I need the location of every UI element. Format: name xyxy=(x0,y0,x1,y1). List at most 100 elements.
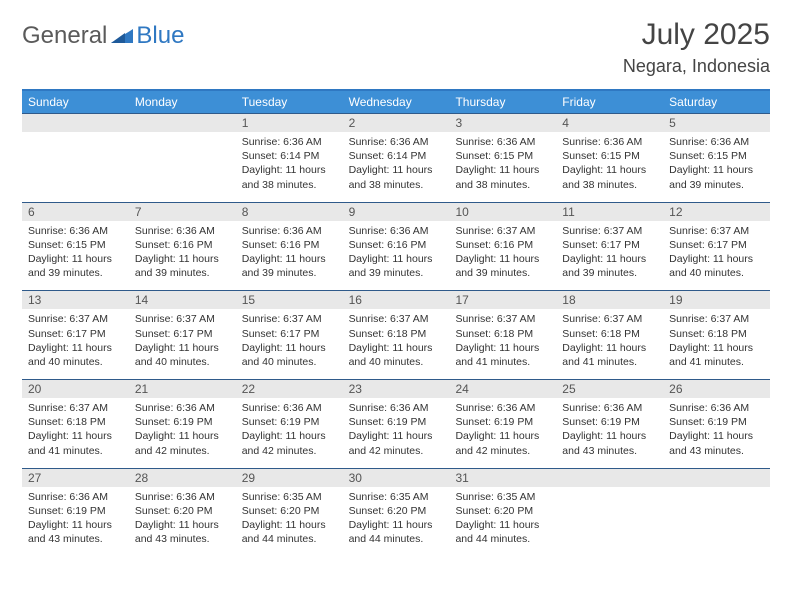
title-block: July 2025 Negara, Indonesia xyxy=(623,18,770,77)
day-body xyxy=(22,132,129,194)
sunrise-text: Sunrise: 6:37 AM xyxy=(349,312,444,326)
day-body xyxy=(556,487,663,549)
weekday-header: Wednesday xyxy=(343,91,450,113)
day-body: Sunrise: 6:37 AMSunset: 6:16 PMDaylight:… xyxy=(449,221,556,291)
sunset-text: Sunset: 6:16 PM xyxy=(135,238,230,252)
sunrise-text: Sunrise: 6:35 AM xyxy=(455,490,550,504)
sunset-text: Sunset: 6:15 PM xyxy=(28,238,123,252)
day-body: Sunrise: 6:37 AMSunset: 6:18 PMDaylight:… xyxy=(22,398,129,468)
day-body: Sunrise: 6:37 AMSunset: 6:18 PMDaylight:… xyxy=(556,309,663,379)
day-cell: 16Sunrise: 6:37 AMSunset: 6:18 PMDayligh… xyxy=(343,291,450,379)
sunset-text: Sunset: 6:19 PM xyxy=(562,415,657,429)
weekday-header: Monday xyxy=(129,91,236,113)
day-body: Sunrise: 6:37 AMSunset: 6:18 PMDaylight:… xyxy=(663,309,770,379)
day-cell: 27Sunrise: 6:36 AMSunset: 6:19 PMDayligh… xyxy=(22,469,129,557)
sunrise-text: Sunrise: 6:37 AM xyxy=(455,312,550,326)
sunrise-text: Sunrise: 6:36 AM xyxy=(349,224,444,238)
day-cell: 21Sunrise: 6:36 AMSunset: 6:19 PMDayligh… xyxy=(129,380,236,468)
sunset-text: Sunset: 6:19 PM xyxy=(349,415,444,429)
day-cell: 11Sunrise: 6:37 AMSunset: 6:17 PMDayligh… xyxy=(556,203,663,291)
daylight-text: Daylight: 11 hours and 43 minutes. xyxy=(669,429,764,457)
day-body: Sunrise: 6:37 AMSunset: 6:17 PMDaylight:… xyxy=(129,309,236,379)
header: General Blue July 2025 Negara, Indonesia xyxy=(22,18,770,77)
daylight-text: Daylight: 11 hours and 43 minutes. xyxy=(135,518,230,546)
day-number xyxy=(556,469,663,487)
day-cell: 20Sunrise: 6:37 AMSunset: 6:18 PMDayligh… xyxy=(22,380,129,468)
day-number: 31 xyxy=(449,469,556,487)
day-cell: 28Sunrise: 6:36 AMSunset: 6:20 PMDayligh… xyxy=(129,469,236,557)
sunrise-text: Sunrise: 6:36 AM xyxy=(562,401,657,415)
day-cell: 14Sunrise: 6:37 AMSunset: 6:17 PMDayligh… xyxy=(129,291,236,379)
day-number: 18 xyxy=(556,291,663,309)
day-cell: 24Sunrise: 6:36 AMSunset: 6:19 PMDayligh… xyxy=(449,380,556,468)
day-number: 25 xyxy=(556,380,663,398)
weekday-header: Friday xyxy=(556,91,663,113)
weekday-header-row: Sunday Monday Tuesday Wednesday Thursday… xyxy=(22,91,770,113)
day-body: Sunrise: 6:36 AMSunset: 6:19 PMDaylight:… xyxy=(663,398,770,468)
day-number xyxy=(663,469,770,487)
daylight-text: Daylight: 11 hours and 44 minutes. xyxy=(455,518,550,546)
sunset-text: Sunset: 6:20 PM xyxy=(349,504,444,518)
sunrise-text: Sunrise: 6:37 AM xyxy=(562,312,657,326)
page-title: July 2025 xyxy=(623,18,770,52)
sunrise-text: Sunrise: 6:36 AM xyxy=(669,135,764,149)
sunset-text: Sunset: 6:20 PM xyxy=(455,504,550,518)
day-body: Sunrise: 6:36 AMSunset: 6:15 PMDaylight:… xyxy=(449,132,556,202)
day-body: Sunrise: 6:36 AMSunset: 6:19 PMDaylight:… xyxy=(22,487,129,557)
calendar: Sunday Monday Tuesday Wednesday Thursday… xyxy=(22,89,770,556)
day-number: 10 xyxy=(449,203,556,221)
sunset-text: Sunset: 6:19 PM xyxy=(455,415,550,429)
daylight-text: Daylight: 11 hours and 41 minutes. xyxy=(562,341,657,369)
day-cell: 1Sunrise: 6:36 AMSunset: 6:14 PMDaylight… xyxy=(236,114,343,202)
day-number: 9 xyxy=(343,203,450,221)
daylight-text: Daylight: 11 hours and 44 minutes. xyxy=(242,518,337,546)
day-cell: 23Sunrise: 6:36 AMSunset: 6:19 PMDayligh… xyxy=(343,380,450,468)
day-number: 23 xyxy=(343,380,450,398)
sunrise-text: Sunrise: 6:37 AM xyxy=(669,224,764,238)
day-number: 5 xyxy=(663,114,770,132)
day-body: Sunrise: 6:36 AMSunset: 6:20 PMDaylight:… xyxy=(129,487,236,557)
sunset-text: Sunset: 6:15 PM xyxy=(455,149,550,163)
sunrise-text: Sunrise: 6:36 AM xyxy=(135,224,230,238)
sunset-text: Sunset: 6:17 PM xyxy=(669,238,764,252)
daylight-text: Daylight: 11 hours and 39 minutes. xyxy=(28,252,123,280)
week-row: 13Sunrise: 6:37 AMSunset: 6:17 PMDayligh… xyxy=(22,290,770,379)
day-cell xyxy=(663,469,770,557)
sunrise-text: Sunrise: 6:36 AM xyxy=(349,401,444,415)
sunrise-text: Sunrise: 6:37 AM xyxy=(562,224,657,238)
daylight-text: Daylight: 11 hours and 38 minutes. xyxy=(562,163,657,191)
day-body: Sunrise: 6:36 AMSunset: 6:14 PMDaylight:… xyxy=(236,132,343,202)
day-body: Sunrise: 6:36 AMSunset: 6:16 PMDaylight:… xyxy=(343,221,450,291)
week-row: 6Sunrise: 6:36 AMSunset: 6:15 PMDaylight… xyxy=(22,202,770,291)
sunrise-text: Sunrise: 6:36 AM xyxy=(135,401,230,415)
sunset-text: Sunset: 6:20 PM xyxy=(135,504,230,518)
brand-general: General xyxy=(22,22,107,50)
daylight-text: Daylight: 11 hours and 39 minutes. xyxy=(562,252,657,280)
day-number: 17 xyxy=(449,291,556,309)
day-body: Sunrise: 6:36 AMSunset: 6:15 PMDaylight:… xyxy=(663,132,770,202)
daylight-text: Daylight: 11 hours and 38 minutes. xyxy=(242,163,337,191)
location-label: Negara, Indonesia xyxy=(623,56,770,77)
daylight-text: Daylight: 11 hours and 39 minutes. xyxy=(669,163,764,191)
daylight-text: Daylight: 11 hours and 40 minutes. xyxy=(28,341,123,369)
day-number: 30 xyxy=(343,469,450,487)
day-cell: 12Sunrise: 6:37 AMSunset: 6:17 PMDayligh… xyxy=(663,203,770,291)
day-body: Sunrise: 6:36 AMSunset: 6:19 PMDaylight:… xyxy=(449,398,556,468)
day-number: 3 xyxy=(449,114,556,132)
day-cell: 4Sunrise: 6:36 AMSunset: 6:15 PMDaylight… xyxy=(556,114,663,202)
day-cell: 29Sunrise: 6:35 AMSunset: 6:20 PMDayligh… xyxy=(236,469,343,557)
day-number: 4 xyxy=(556,114,663,132)
sunrise-text: Sunrise: 6:36 AM xyxy=(28,224,123,238)
daylight-text: Daylight: 11 hours and 39 minutes. xyxy=(455,252,550,280)
sunrise-text: Sunrise: 6:37 AM xyxy=(28,312,123,326)
sunrise-text: Sunrise: 6:37 AM xyxy=(242,312,337,326)
daylight-text: Daylight: 11 hours and 43 minutes. xyxy=(562,429,657,457)
sunset-text: Sunset: 6:19 PM xyxy=(242,415,337,429)
day-cell: 17Sunrise: 6:37 AMSunset: 6:18 PMDayligh… xyxy=(449,291,556,379)
day-number: 27 xyxy=(22,469,129,487)
sunset-text: Sunset: 6:16 PM xyxy=(242,238,337,252)
sunset-text: Sunset: 6:20 PM xyxy=(242,504,337,518)
week-row: 20Sunrise: 6:37 AMSunset: 6:18 PMDayligh… xyxy=(22,379,770,468)
day-body: Sunrise: 6:36 AMSunset: 6:14 PMDaylight:… xyxy=(343,132,450,202)
sunset-text: Sunset: 6:15 PM xyxy=(669,149,764,163)
